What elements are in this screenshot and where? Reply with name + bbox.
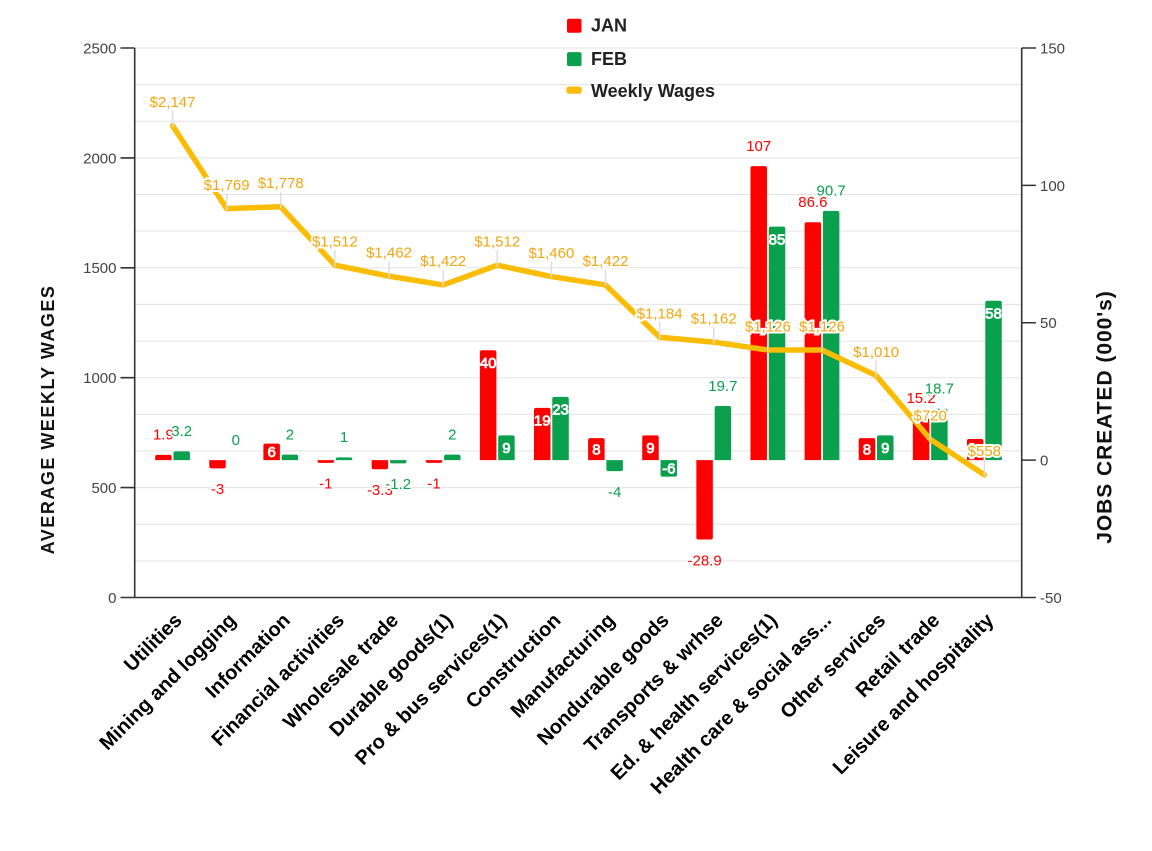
svg-text:$1,778: $1,778 xyxy=(258,175,304,192)
svg-text:0: 0 xyxy=(232,432,240,449)
svg-text:8: 8 xyxy=(592,441,600,458)
svg-text:$1,126: $1,126 xyxy=(799,318,845,335)
svg-text:$2,147: $2,147 xyxy=(150,94,196,111)
svg-text:$558: $558 xyxy=(968,443,1001,460)
svg-text:-6: -6 xyxy=(662,461,675,478)
svg-text:8: 8 xyxy=(863,441,871,458)
svg-text:$1,512: $1,512 xyxy=(312,233,358,250)
svg-text:9: 9 xyxy=(646,440,654,457)
svg-text:19.7: 19.7 xyxy=(708,378,737,395)
svg-text:-28.9: -28.9 xyxy=(687,552,721,569)
svg-text:AVERAGE WEEKLY WAGES: AVERAGE WEEKLY WAGES xyxy=(38,285,58,555)
svg-text:0: 0 xyxy=(1040,453,1048,470)
svg-text:JAN: JAN xyxy=(591,16,627,36)
svg-text:150: 150 xyxy=(1040,40,1065,57)
svg-text:1000: 1000 xyxy=(83,370,116,387)
svg-text:$1,162: $1,162 xyxy=(691,310,737,327)
svg-text:50: 50 xyxy=(1040,315,1057,332)
svg-text:0: 0 xyxy=(108,590,116,607)
svg-text:90.7: 90.7 xyxy=(817,183,846,200)
svg-text:2: 2 xyxy=(286,426,294,443)
svg-text:-1: -1 xyxy=(319,476,332,493)
svg-text:40: 40 xyxy=(480,355,497,372)
svg-text:$1,010: $1,010 xyxy=(853,344,899,361)
svg-text:JOBS CREATED (000's): JOBS CREATED (000's) xyxy=(1094,290,1117,544)
svg-text:15.2: 15.2 xyxy=(906,390,935,407)
svg-text:-50: -50 xyxy=(1040,590,1062,607)
svg-text:6: 6 xyxy=(267,444,275,461)
svg-text:$1,460: $1,460 xyxy=(528,245,574,262)
svg-text:-3: -3 xyxy=(211,481,224,498)
svg-text:85: 85 xyxy=(769,231,786,248)
svg-text:FEB: FEB xyxy=(591,49,627,69)
svg-text:1: 1 xyxy=(340,429,348,446)
svg-text:$1,512: $1,512 xyxy=(474,233,520,250)
svg-text:19: 19 xyxy=(534,413,551,430)
svg-text:-1: -1 xyxy=(427,476,440,493)
svg-text:18.7: 18.7 xyxy=(925,381,954,398)
svg-text:1500: 1500 xyxy=(83,260,116,277)
svg-text:9: 9 xyxy=(881,440,889,457)
svg-text:$720: $720 xyxy=(914,408,947,425)
svg-text:$1,184: $1,184 xyxy=(637,306,683,323)
svg-text:500: 500 xyxy=(91,480,116,497)
svg-text:$1,462: $1,462 xyxy=(366,244,412,261)
svg-text:23: 23 xyxy=(552,402,569,419)
svg-text:$1,126: $1,126 xyxy=(745,318,791,335)
svg-text:58: 58 xyxy=(985,306,1002,323)
svg-text:107: 107 xyxy=(746,138,771,155)
svg-text:2500: 2500 xyxy=(83,40,116,57)
svg-text:1.9: 1.9 xyxy=(153,427,174,444)
svg-text:$1,422: $1,422 xyxy=(420,253,466,270)
svg-text:100: 100 xyxy=(1040,178,1065,195)
svg-text:$1,769: $1,769 xyxy=(204,177,250,194)
svg-text:2: 2 xyxy=(448,426,456,443)
svg-text:86.6: 86.6 xyxy=(798,194,827,211)
svg-text:-1.2: -1.2 xyxy=(385,476,411,493)
svg-text:3.2: 3.2 xyxy=(171,423,192,440)
svg-text:9: 9 xyxy=(502,440,510,457)
svg-text:2000: 2000 xyxy=(83,150,116,167)
svg-text:-4: -4 xyxy=(608,484,621,501)
svg-text:Weekly Wages: Weekly Wages xyxy=(591,81,715,101)
svg-text:-3.3: -3.3 xyxy=(367,482,393,499)
svg-text:$1,422: $1,422 xyxy=(583,253,629,270)
